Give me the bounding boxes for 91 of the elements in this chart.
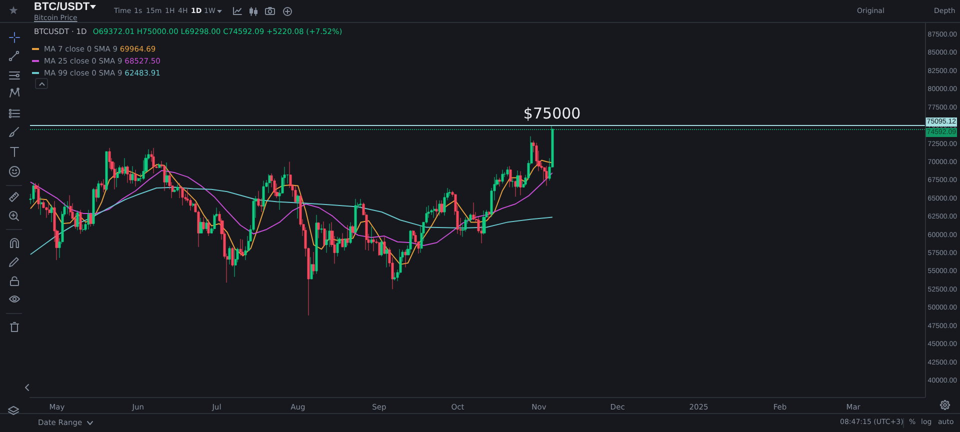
candlestick xyxy=(341,232,344,248)
candlestick xyxy=(165,162,169,186)
candlestick xyxy=(519,170,522,196)
candlestick xyxy=(506,166,509,177)
candlestick xyxy=(95,186,98,202)
candlestick xyxy=(113,162,116,190)
candlestick xyxy=(163,165,166,192)
line-series xyxy=(30,160,553,265)
candlestick xyxy=(103,178,106,193)
candlestick xyxy=(320,224,323,234)
candlestick xyxy=(351,224,355,238)
candlestick xyxy=(50,204,53,222)
candlestick xyxy=(516,170,520,188)
candlestick xyxy=(294,186,297,203)
line-series xyxy=(30,186,553,255)
candlestick xyxy=(66,200,69,214)
candlestick xyxy=(105,151,108,192)
candlestick xyxy=(152,148,155,174)
candlestick xyxy=(48,203,51,216)
candlestick xyxy=(228,246,231,265)
candlestick xyxy=(501,170,504,184)
candlestick xyxy=(124,158,127,176)
candlestick xyxy=(469,213,472,222)
candlestick xyxy=(498,178,501,187)
candlestick xyxy=(514,180,517,197)
annotation: $75000 xyxy=(523,104,581,123)
candlestick xyxy=(354,198,357,233)
candlestick xyxy=(385,246,389,268)
candlestick xyxy=(87,210,90,230)
line-series xyxy=(30,170,553,246)
candlestick xyxy=(323,221,326,248)
candlestick xyxy=(310,256,313,280)
candlestick xyxy=(440,200,444,214)
candlestick xyxy=(207,219,210,236)
candlestick xyxy=(79,210,82,234)
chart-title: BTC/USDT xyxy=(34,1,90,14)
candlestick xyxy=(82,224,85,232)
candlestick xyxy=(482,210,486,235)
candlestick xyxy=(420,224,423,254)
candlestick xyxy=(268,174,271,194)
candlestick xyxy=(158,162,161,169)
candlestick xyxy=(383,236,386,254)
candlestick xyxy=(372,236,375,252)
candlestick xyxy=(137,178,140,182)
candlestick xyxy=(545,166,548,186)
candlestick xyxy=(433,206,436,218)
candlestick xyxy=(234,248,237,278)
candlestick xyxy=(134,170,137,187)
candlestick xyxy=(472,202,475,220)
candlestick xyxy=(69,195,72,216)
candlestick xyxy=(488,211,491,220)
candlestick xyxy=(380,239,383,257)
candlestick xyxy=(121,166,124,176)
candlestick xyxy=(108,148,111,169)
candlestick xyxy=(312,252,315,275)
candlestick xyxy=(239,238,242,256)
candlestick xyxy=(37,183,40,210)
candlestick xyxy=(438,200,441,216)
candlestick xyxy=(359,198,362,208)
candlestick xyxy=(89,212,93,227)
candlestick xyxy=(393,272,396,281)
candlestick xyxy=(76,210,79,230)
candlestick xyxy=(317,222,320,238)
candlestick xyxy=(511,178,514,188)
candlestick xyxy=(344,238,347,251)
candlestick xyxy=(199,218,203,234)
candlestick xyxy=(176,184,179,192)
candlestick xyxy=(32,182,35,203)
candlestick xyxy=(241,239,244,257)
candlestick xyxy=(346,224,349,246)
candlestick xyxy=(430,208,433,216)
candlestick xyxy=(202,216,205,230)
candlestick xyxy=(296,194,300,219)
candlestick xyxy=(205,218,208,232)
candlestick xyxy=(131,166,134,184)
candlestick xyxy=(509,166,512,188)
candlestick xyxy=(435,200,438,217)
candlestick xyxy=(97,180,100,198)
candlestick xyxy=(448,189,451,196)
candlestick xyxy=(315,214,318,274)
candlestick xyxy=(409,230,412,254)
candlestick xyxy=(370,226,373,244)
candlestick xyxy=(336,236,339,257)
candlestick xyxy=(404,250,407,268)
candlestick xyxy=(116,168,119,188)
candlestick xyxy=(231,246,234,267)
candlestick xyxy=(126,165,129,184)
candlestick xyxy=(40,196,43,216)
candlestick xyxy=(349,222,352,244)
candlestick xyxy=(262,180,265,212)
candlestick xyxy=(92,188,95,226)
